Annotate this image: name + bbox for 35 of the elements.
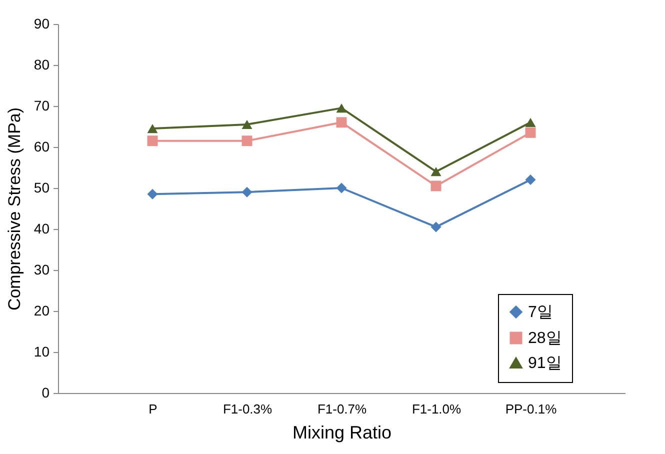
point [147,136,158,146]
y-axis-title: Compressive Stress (MPa) [4,107,24,311]
point [525,174,536,186]
y-tick-label: 50 [34,180,50,196]
point [242,136,252,146]
point [336,182,347,194]
point [430,167,442,176]
point [242,186,252,198]
legend-label: 91일 [528,355,562,372]
y-tick-label: 70 [34,98,50,114]
point [525,118,536,127]
x-tick-label: P [148,402,158,416]
y-tick-label: 60 [34,138,50,154]
y-tick-label: 40 [34,220,50,236]
y-tick-label: 20 [34,302,50,318]
point [242,120,252,129]
y-tick-label: 30 [34,262,50,278]
y-tick-label: 80 [34,56,50,72]
x-tick-label: PP-0.1% [505,402,558,416]
y-tick-label: 10 [34,344,50,360]
legend-label: 28일 [528,330,562,347]
point [430,180,442,192]
point [336,117,347,128]
x-tick-label: F1-1.0% [412,402,462,416]
point [147,188,158,200]
point [147,124,158,134]
point [430,222,442,232]
point [525,127,536,138]
legend-label: 7일 [528,304,553,321]
x-tick-label: F1-0.3% [222,402,272,416]
x-tick-label: F1-0.7% [317,402,367,416]
x-axis-title: Mixing Ratio [292,422,392,442]
point [336,104,347,113]
y-tick-label: 0 [42,384,50,400]
y-tick-label: 90 [34,16,50,32]
